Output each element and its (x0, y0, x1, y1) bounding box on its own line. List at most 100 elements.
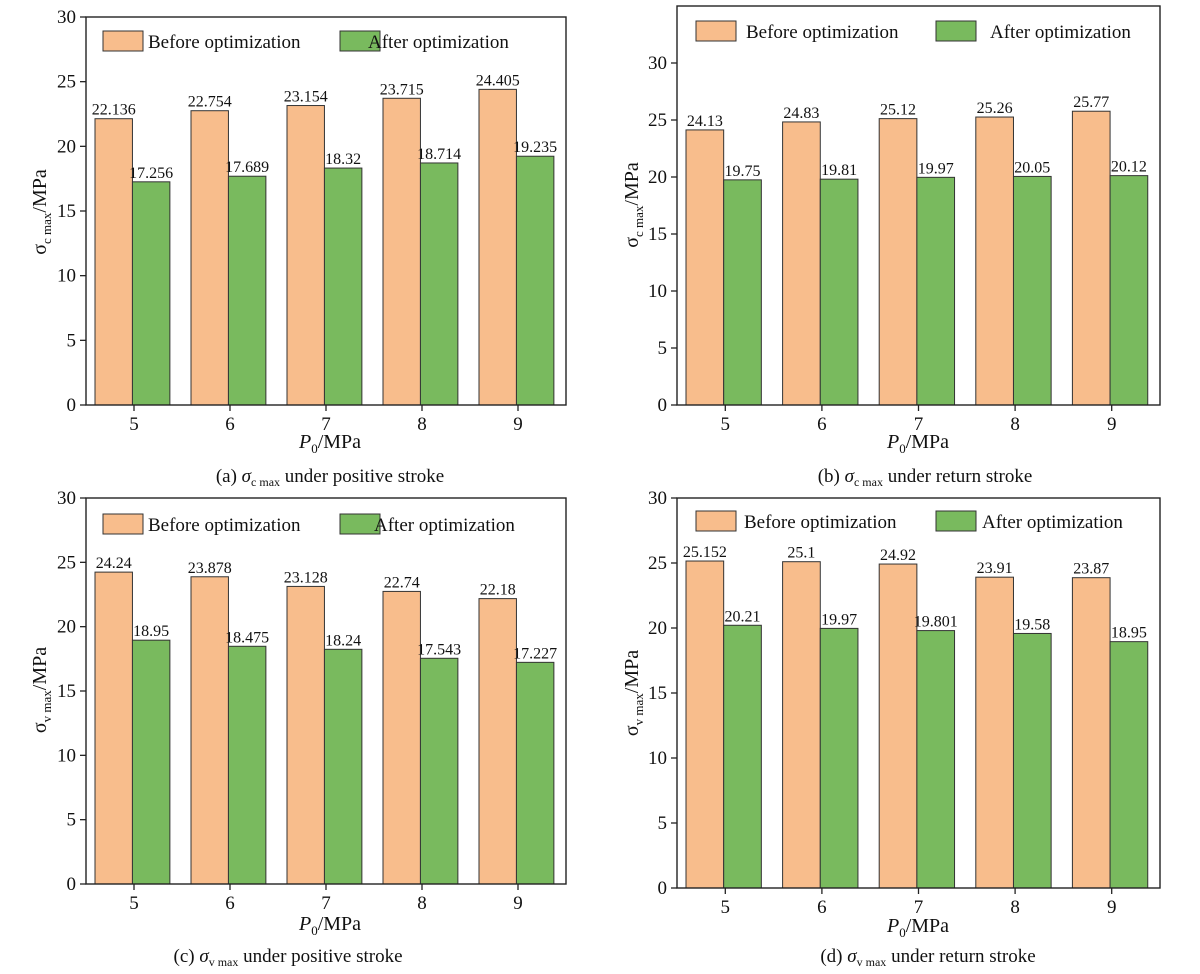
bar-after-8 (419, 657, 459, 885)
x-tick-label: 5 (129, 414, 139, 435)
bar-before-9 (1071, 110, 1111, 406)
value-label-after: 20.21 (725, 608, 761, 625)
value-label-before: 23.128 (284, 569, 328, 586)
x-tick-label: 6 (225, 414, 235, 435)
x-tick-label: 5 (721, 897, 731, 918)
bar-after-6 (227, 175, 267, 406)
bar-after-5 (131, 639, 171, 885)
legend-label-before: Before optimization (746, 22, 899, 43)
y-tick-label: 15 (57, 681, 76, 702)
x-tick-label: 7 (914, 414, 924, 435)
chart-panel-d: 25.152 25.1 24.92 23.91 23.87 20.21 19.97 19.80… (621, 488, 1161, 969)
bar-after-7 (916, 176, 956, 406)
bar-before-5 (685, 560, 725, 889)
x-axis-symbol: P (886, 915, 899, 937)
value-label-before: 23.715 (380, 81, 424, 98)
value-label-after: 18.714 (417, 146, 461, 163)
value-label-before: 22.18 (480, 582, 516, 599)
caption-prefix: (d) (820, 946, 847, 967)
legend-swatch-before (695, 510, 737, 532)
x-axis-unit: /MPa (318, 431, 361, 453)
caption-symbol: σ (242, 466, 252, 487)
caption-subscript: v max (209, 955, 239, 969)
bar-before-6 (782, 121, 821, 406)
x-tick-label: 7 (914, 897, 924, 918)
legend: Before optimization After optimization (102, 30, 509, 53)
value-label-before: 25.26 (977, 100, 1013, 117)
bar-before-8 (382, 590, 421, 885)
y-axis-unit: /MPa (621, 650, 643, 693)
legend-swatch-before (695, 20, 737, 42)
y-tick-label: 25 (648, 553, 667, 574)
value-label-after: 19.97 (918, 160, 954, 177)
x-tick-label: 9 (513, 414, 523, 435)
legend-label-after: After optimization (374, 515, 515, 536)
value-label-before: 24.24 (96, 555, 132, 572)
value-label-after: 19.75 (725, 163, 761, 180)
bar-before-8 (975, 576, 1014, 889)
value-label-after: 20.05 (1014, 159, 1050, 176)
bar-after-5 (723, 624, 762, 889)
x-axis-subscript: 0 (899, 925, 906, 940)
caption-symbol: σ (845, 466, 855, 487)
y-axis-symbol: σ (29, 722, 51, 733)
legend-swatch-before (102, 513, 144, 535)
bar-before-5 (94, 571, 133, 885)
bar-after-9 (1109, 175, 1149, 406)
value-label-before: 22.754 (188, 94, 232, 111)
legend: Before optimization After optimization (695, 510, 1123, 533)
value-label-before: 25.1 (787, 545, 815, 562)
y-tick-label: 25 (648, 110, 667, 131)
value-label-after: 18.95 (133, 623, 169, 640)
x-axis-unit: /MPa (906, 915, 949, 937)
bar-before-9 (1071, 577, 1111, 889)
y-axis-symbol: σ (29, 244, 51, 255)
x-tick-label: 8 (417, 893, 427, 914)
caption-text: under positive stroke (238, 946, 402, 967)
bar-before-7 (878, 563, 918, 889)
value-label-before: 24.83 (783, 105, 819, 122)
value-label-before: 22.136 (92, 102, 136, 119)
x-tick-label: 5 (721, 414, 731, 435)
y-axis-label: σc max/MPa (621, 162, 646, 248)
value-label-after: 18.475 (225, 629, 269, 646)
bar-before-5 (94, 118, 133, 406)
legend-label-after: After optimization (990, 22, 1131, 43)
bar-after-5 (131, 181, 171, 406)
caption-subscript: v max (857, 955, 887, 969)
x-axis-unit: /MPa (906, 431, 949, 453)
value-label-after: 17.256 (129, 165, 173, 182)
bar-after-6 (819, 627, 859, 889)
bar-after-9 (515, 661, 555, 885)
value-label-after: 19.97 (821, 611, 857, 628)
x-axis-label: P0/MPa (886, 431, 949, 456)
x-tick-label: 7 (321, 414, 331, 435)
y-axis-unit: /MPa (29, 647, 51, 690)
y-axis-subscript: c max (39, 212, 54, 244)
value-label-after: 19.58 (1014, 616, 1050, 633)
legend-swatch-after (339, 513, 381, 535)
x-axis-symbol: P (298, 913, 311, 935)
panel-caption: (c) σv max under positive stroke (174, 946, 403, 969)
legend-label-before: Before optimization (148, 32, 301, 53)
bar-before-9 (478, 88, 517, 406)
y-tick-label: 15 (648, 683, 667, 704)
y-tick-label: 0 (658, 878, 668, 899)
bar-before-7 (878, 118, 918, 406)
y-tick-label: 25 (57, 552, 76, 573)
bar-before-5 (685, 129, 725, 406)
y-axis-symbol: σ (621, 725, 643, 736)
y-tick-label: 0 (67, 874, 77, 895)
y-axis-unit: /MPa (29, 169, 51, 212)
y-tick-label: 10 (648, 281, 667, 302)
x-tick-label: 8 (1010, 414, 1020, 435)
y-tick-label: 10 (648, 748, 667, 769)
caption-text: under return stroke (883, 466, 1032, 487)
y-tick-label: 5 (658, 338, 668, 359)
x-tick-label: 6 (225, 893, 235, 914)
value-label-before: 25.77 (1073, 94, 1109, 111)
x-tick-label: 9 (1107, 897, 1117, 918)
x-axis-subscript: 0 (311, 441, 318, 456)
legend-label-before: Before optimization (148, 515, 301, 536)
